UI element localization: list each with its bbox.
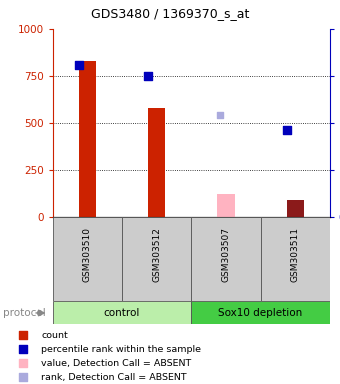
Text: percentile rank within the sample: percentile rank within the sample <box>41 345 201 354</box>
Point <box>284 127 290 134</box>
Bar <box>260 217 330 301</box>
Bar <box>79 61 96 217</box>
Text: GDS3480 / 1369370_s_at: GDS3480 / 1369370_s_at <box>91 7 249 20</box>
Bar <box>191 301 330 324</box>
Text: GSM303507: GSM303507 <box>221 227 231 283</box>
Point <box>21 346 26 352</box>
Text: GSM303510: GSM303510 <box>83 227 92 283</box>
Text: protocol: protocol <box>3 308 46 318</box>
Bar <box>53 301 191 324</box>
Bar <box>148 108 165 217</box>
Bar <box>122 217 191 301</box>
Bar <box>287 200 304 217</box>
Point <box>146 73 151 79</box>
Text: Sox10 depletion: Sox10 depletion <box>218 308 303 318</box>
Bar <box>191 217 260 301</box>
Bar <box>217 194 235 217</box>
Point <box>76 61 82 68</box>
Text: control: control <box>104 308 140 318</box>
Bar <box>53 217 122 301</box>
Point <box>21 332 26 338</box>
Text: GSM303511: GSM303511 <box>291 227 300 283</box>
Text: GSM303512: GSM303512 <box>152 228 161 282</box>
Text: count: count <box>41 331 68 340</box>
Text: value, Detection Call = ABSENT: value, Detection Call = ABSENT <box>41 359 192 367</box>
Point <box>21 374 26 380</box>
Point <box>21 360 26 366</box>
Point <box>218 112 223 118</box>
Text: rank, Detection Call = ABSENT: rank, Detection Call = ABSENT <box>41 372 187 382</box>
